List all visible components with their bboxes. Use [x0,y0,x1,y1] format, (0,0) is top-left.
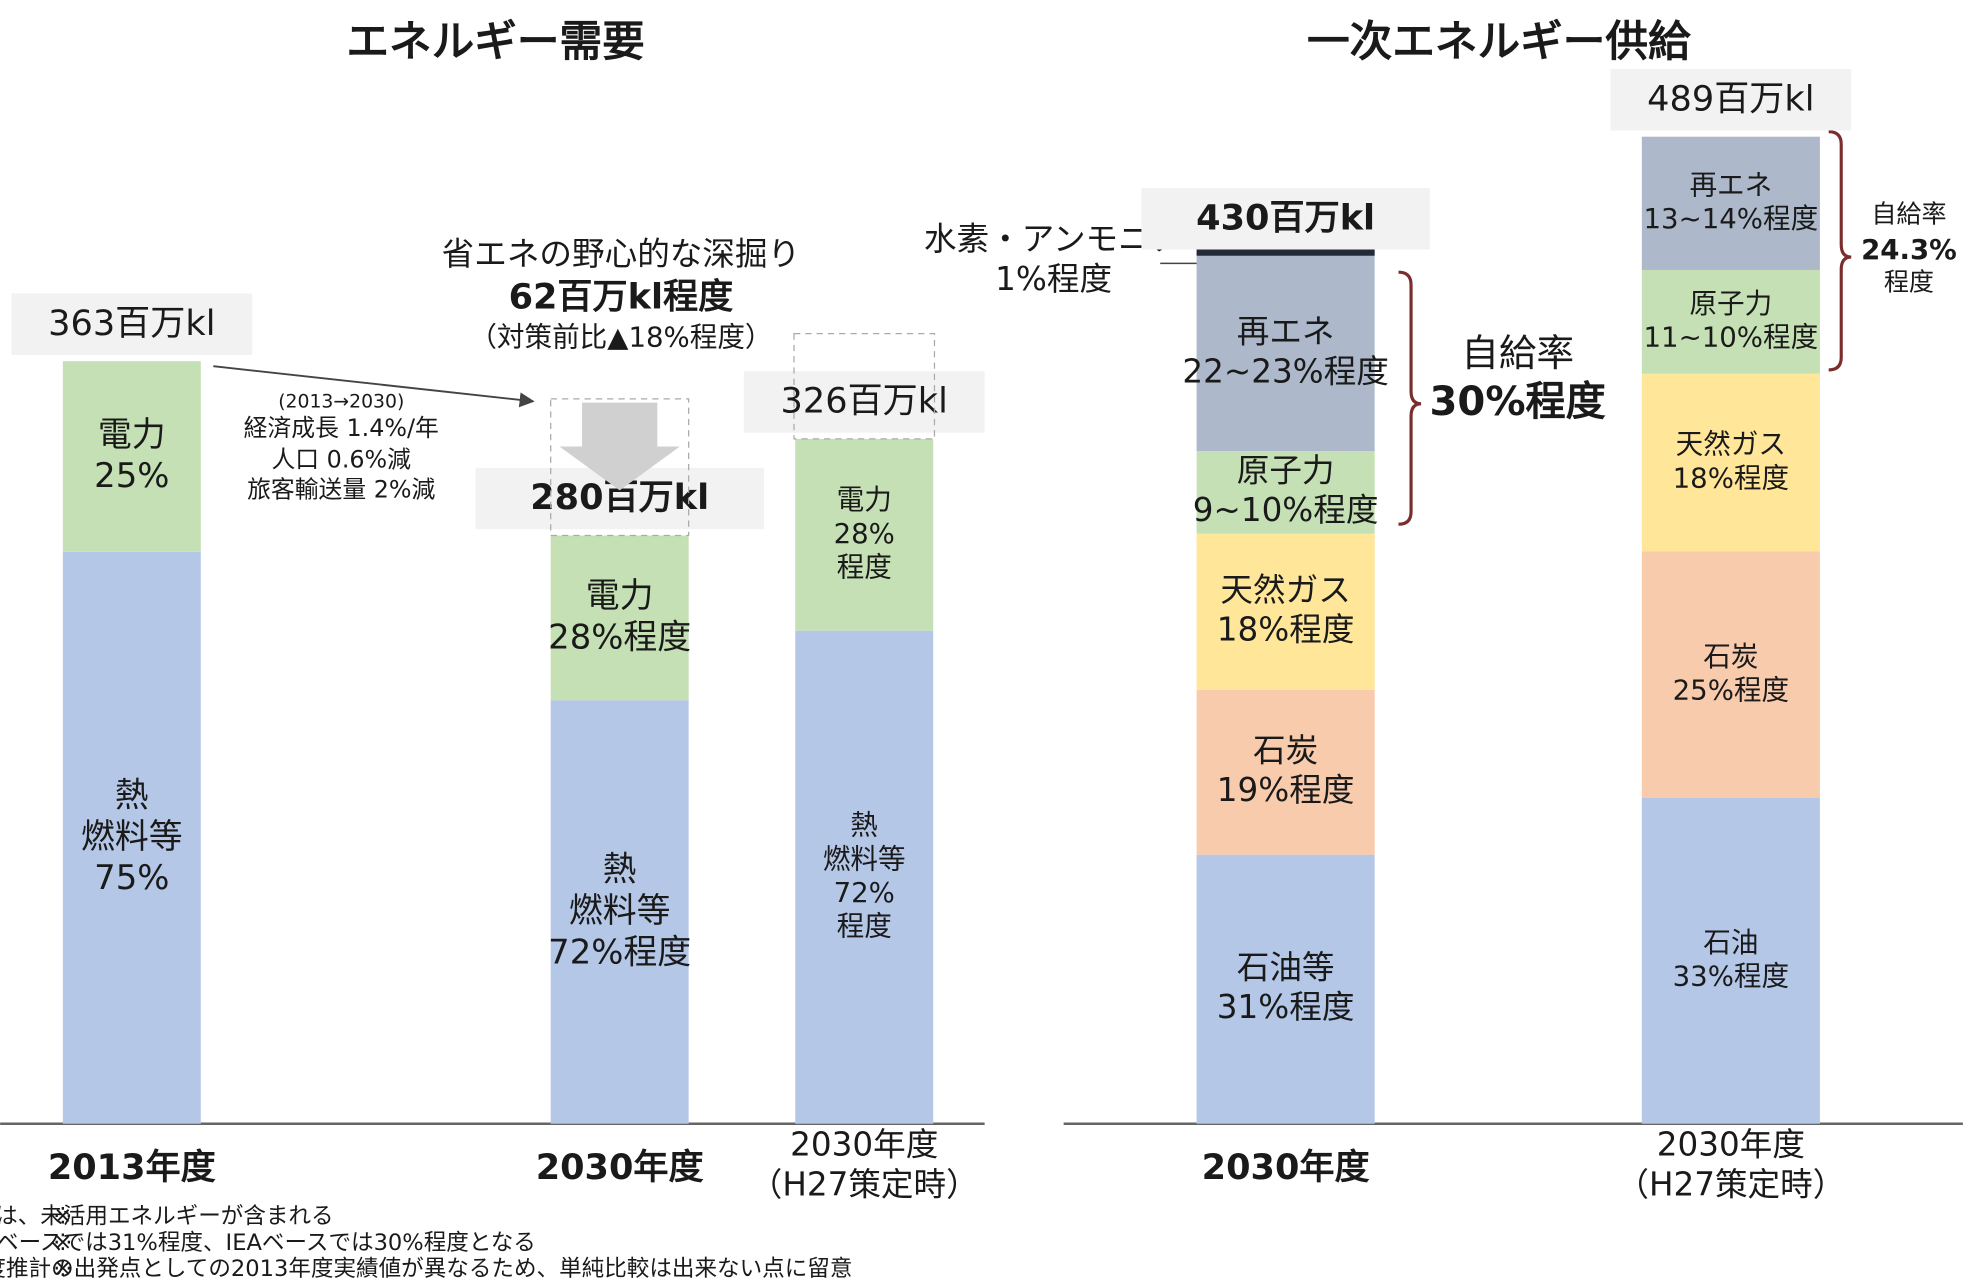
segment-label: 再エネ 22~23%程度 [1182,313,1388,391]
bar-segment [1641,136,1820,270]
total-box [743,371,985,433]
annotation: 62百万kl程度 [509,276,734,317]
footnote: H27以降、総合エネルギー統計は改訂されており、2030年度推計の出発点としての… [0,1256,852,1282]
segment-label: 石炭 19%程度 [1217,731,1355,809]
category-label: 2013年度 [48,1147,216,1188]
bar-segment [550,700,689,1124]
annotation: 24.3% [1861,233,1957,266]
bar-segment [1196,854,1375,1124]
footnote-marker: ※ [53,1203,72,1229]
annotation: 自給率 [1871,200,1946,229]
total-box [11,293,253,355]
bar-segment [1641,373,1820,552]
footnote-marker: ※ [53,1229,72,1255]
total-box [1610,68,1852,131]
bar-segment [1196,451,1375,534]
annotation: 人口 0.6%減 [271,445,411,473]
segment-label: 原子力 11~10%程度 [1644,287,1819,354]
bar-segment [1641,798,1820,1124]
bar-segment [1196,247,1375,256]
annotation: 30%程度 [1430,379,1606,425]
bar-segment [795,630,934,1124]
segment-label: 熱燃料等 72%程度 [823,809,906,943]
footnote-marker: ※ [53,1256,72,1282]
category-label: 2030年度（H27策定時） [1616,1125,1845,1203]
segment-label: 石油 33%程度 [1673,926,1789,993]
previous-level-box [793,332,936,440]
annotation: 省エネの野心的な深掘り [442,235,801,273]
chart-title: 一次エネルギー供給 [1307,16,1692,66]
segment-label: 石油等 31%程度 [1217,948,1355,1026]
bracket [1828,130,1852,372]
total-label: 363百万kl [48,303,215,344]
bar-segment [550,535,689,701]
total-label: 326百万kl [781,381,948,422]
reduction-box [550,398,690,537]
bar-segment [62,551,201,1124]
segment-label: 電力 28%程度 [548,576,691,656]
footnote: 再エネには、未活用エネルギーが含まれる [0,1203,334,1229]
annotation: 程度 [1884,267,1934,296]
total-box [1141,188,1430,250]
reduction-arrow [559,402,680,491]
segment-label: 電力 25% [94,414,169,494]
bar-segment [1196,689,1375,855]
bar-segment [1196,533,1375,690]
segment-label: 原子力 9~10%程度 [1193,451,1379,529]
segment-label: 再エネ 13~14%程度 [1644,168,1819,235]
segment-label: 石炭 25%程度 [1673,640,1789,707]
annotation: 経済成長 1.4%/年 [244,413,439,441]
trend-arrow [213,365,535,408]
category-label: 2030年度 [536,1147,704,1188]
category-label: 2030年度（H27策定時） [750,1125,979,1203]
category-label: 2030年度 [1202,1147,1370,1188]
segment-label: 電力 28%程度 [834,483,895,583]
segment-label: 熱燃料等 75% [81,775,183,897]
segment-label: 水素・アンモニア 1%程度 [924,220,1183,298]
annotation: 自給率 [1461,330,1574,374]
segment-label: 熱燃料等 72%程度 [548,849,691,971]
annotation: 旅客輸送量 2%減 [247,475,435,503]
bar-segment [1196,255,1375,452]
annotation: (2013→2030) [278,391,404,412]
segment-label: 天然ガス 18%程度 [1673,428,1789,495]
bar-segment [1641,551,1820,799]
annotation: （対策前比▲18%程度） [469,321,772,354]
bar-segment [62,361,201,552]
segment-label: 天然ガス 18%程度 [1217,571,1355,649]
bar-segment [795,438,934,631]
footnote: 自給率は総合エネルギー統計ベースでは31%程度、IEAベースでは30%程度となる [0,1229,536,1255]
total-label: 430百万kl [1196,197,1375,238]
bar-segment [1641,269,1820,374]
chart-title: エネルギー需要 [346,16,644,66]
bracket [1398,270,1422,526]
total-label: 489百万kl [1647,78,1814,119]
